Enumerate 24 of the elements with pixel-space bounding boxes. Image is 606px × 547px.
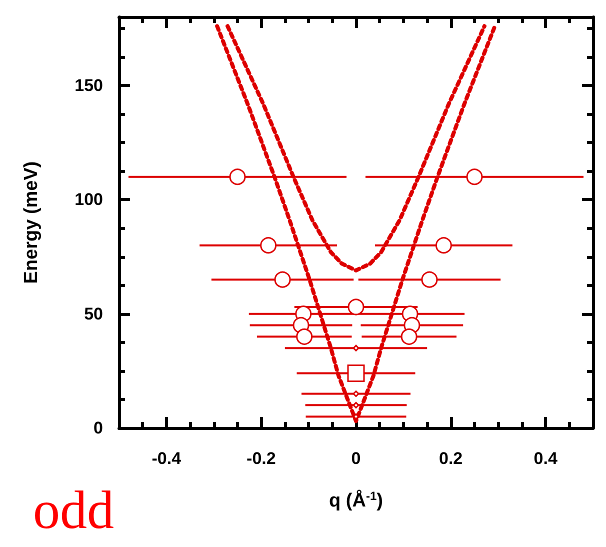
x-tick-label: 0.2 bbox=[438, 449, 463, 468]
y-tick-label: 0 bbox=[94, 418, 103, 438]
point bbox=[347, 364, 365, 382]
x-tick-label: 0 bbox=[351, 449, 361, 468]
point bbox=[352, 344, 360, 352]
x-tick-label: -0.2 bbox=[246, 449, 276, 468]
point bbox=[352, 402, 360, 408]
point bbox=[352, 390, 360, 397]
point bbox=[421, 271, 438, 288]
text: odd bbox=[33, 480, 114, 540]
point bbox=[400, 328, 418, 345]
point bbox=[274, 271, 291, 288]
point bbox=[260, 237, 277, 254]
point bbox=[229, 168, 246, 186]
y-axis-title: Energy (meV) bbox=[21, 161, 42, 284]
point bbox=[296, 328, 313, 345]
point bbox=[348, 298, 364, 316]
y-tick-label: 100 bbox=[74, 190, 103, 210]
x-tick-label: 0.4 bbox=[534, 449, 558, 468]
point bbox=[466, 168, 483, 186]
y-tick-label: 50 bbox=[84, 304, 103, 324]
x-tick-label: -0.4 bbox=[152, 449, 182, 468]
y-tick-label: 150 bbox=[74, 76, 103, 95]
point bbox=[435, 237, 452, 254]
